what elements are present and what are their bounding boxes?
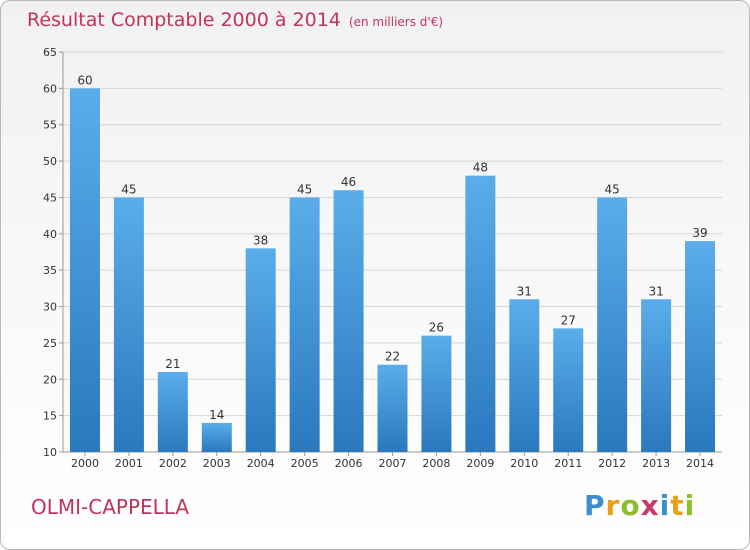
x-tick-label: 2012 xyxy=(598,457,626,470)
bar xyxy=(465,175,496,453)
chart-title: Résultat Comptable 2000 à 2014 (en millie… xyxy=(27,9,443,31)
logo-letter: r xyxy=(605,489,621,522)
data-label: 27 xyxy=(561,313,576,327)
bar xyxy=(553,328,584,452)
data-label: 45 xyxy=(605,182,620,196)
title-main: Résultat Comptable 2000 à 2014 xyxy=(27,9,341,31)
bar xyxy=(641,299,672,452)
x-tick-label: 2008 xyxy=(422,457,450,470)
y-tick-label: 60 xyxy=(43,82,57,95)
bar xyxy=(157,372,188,452)
data-label: 39 xyxy=(692,226,707,240)
data-label: 45 xyxy=(121,182,136,196)
bar xyxy=(421,335,452,452)
x-tick-label: 2002 xyxy=(159,457,187,470)
bar xyxy=(69,88,100,452)
data-label: 45 xyxy=(297,182,312,196)
data-label: 31 xyxy=(648,284,663,298)
proxiti-logo: Proxiti xyxy=(584,489,695,522)
x-tick-label: 2014 xyxy=(686,457,714,470)
bar xyxy=(333,190,364,452)
x-tick-label: 2011 xyxy=(554,457,582,470)
bar xyxy=(201,422,232,452)
x-tick-label: 2010 xyxy=(510,457,538,470)
commune-name: OLMI-CAPPELLA xyxy=(31,495,190,519)
y-tick-label: 20 xyxy=(43,373,57,386)
y-tick-label: 55 xyxy=(43,119,57,132)
y-tick-label: 50 xyxy=(43,155,57,168)
bar xyxy=(597,197,628,452)
logo-letter: x xyxy=(640,489,660,522)
x-tick-label: 2013 xyxy=(642,457,670,470)
logo-letter: i xyxy=(684,489,696,522)
data-label: 14 xyxy=(209,408,224,422)
logo-letter: P xyxy=(584,489,606,522)
data-label: 46 xyxy=(341,175,356,189)
y-tick-label: 15 xyxy=(43,410,57,423)
y-tick-label: 10 xyxy=(43,446,57,459)
y-tick-label: 40 xyxy=(43,228,57,241)
data-label: 38 xyxy=(253,233,268,247)
data-label: 48 xyxy=(473,161,488,175)
x-tick-label: 2001 xyxy=(115,457,143,470)
x-tick-label: 2006 xyxy=(335,457,363,470)
x-tick-label: 2005 xyxy=(291,457,319,470)
logo-letter: t xyxy=(670,489,685,522)
logo-letter: i xyxy=(659,489,671,522)
data-label: 22 xyxy=(385,350,400,364)
bar xyxy=(289,197,320,452)
y-tick-label: 30 xyxy=(43,301,57,314)
x-tick-label: 2004 xyxy=(247,457,275,470)
bar xyxy=(113,197,144,452)
y-tick-label: 45 xyxy=(43,191,57,204)
bar xyxy=(377,364,408,452)
data-label: 31 xyxy=(517,284,532,298)
y-tick-label: 65 xyxy=(43,46,57,59)
bar xyxy=(685,241,716,452)
logo-letter: o xyxy=(620,489,641,522)
x-tick-label: 2007 xyxy=(379,457,407,470)
x-tick-label: 2000 xyxy=(71,457,99,470)
y-tick-label: 35 xyxy=(43,264,57,277)
bar xyxy=(245,248,276,452)
title-subtitle: (en milliers d'€) xyxy=(348,15,444,29)
data-label: 60 xyxy=(77,73,92,87)
bar xyxy=(509,299,540,452)
y-tick-label: 25 xyxy=(43,337,57,350)
data-label: 26 xyxy=(429,321,444,335)
x-tick-label: 2009 xyxy=(466,457,494,470)
data-label: 21 xyxy=(165,357,180,371)
x-tick-label: 2003 xyxy=(203,457,231,470)
